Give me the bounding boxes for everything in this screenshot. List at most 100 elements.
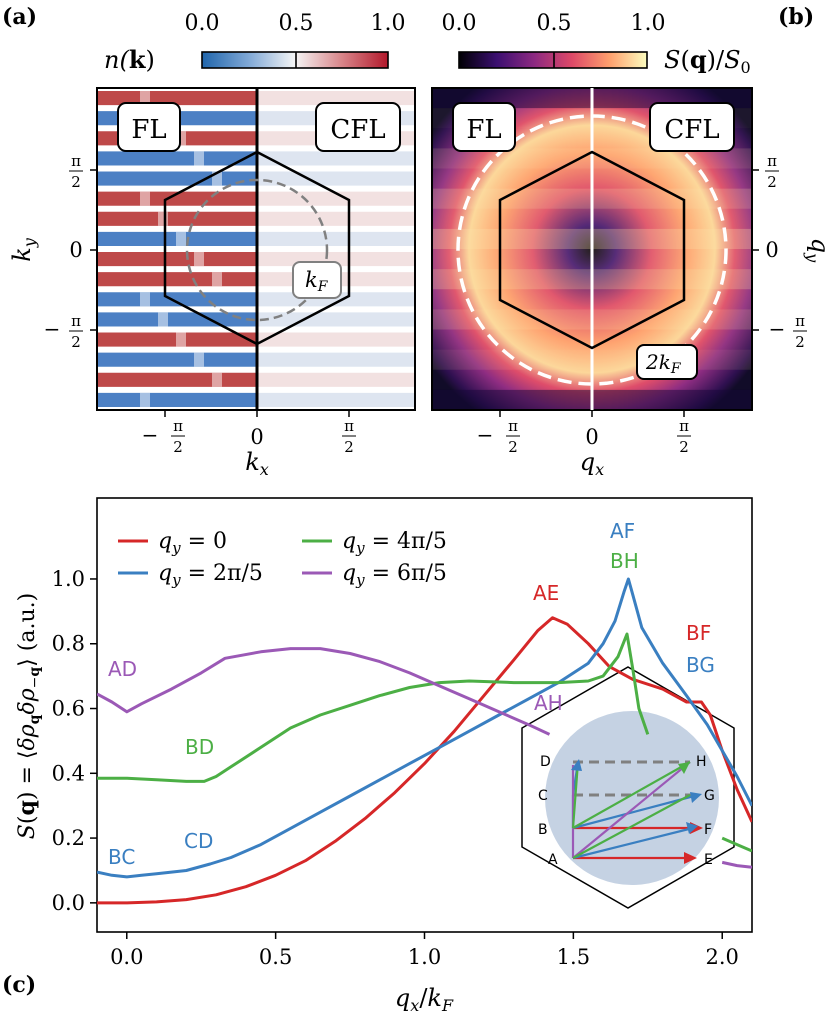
curve-annotations: AD BD BC CD AE AF BH BF BG AH — [108, 519, 715, 869]
cfl-occupation-stripe — [257, 332, 415, 347]
brillouin-zone-a — [163, 150, 351, 346]
fermi-label: kF — [292, 261, 342, 299]
occupation-stripe — [97, 151, 257, 166]
svg-text:π: π — [679, 417, 689, 435]
inset-arrowheads — [571, 759, 703, 864]
occupation-gap — [140, 392, 150, 407]
a-ytick-2-frac: π2 — [69, 312, 83, 351]
series-line-0 — [97, 616, 752, 905]
annotation-bd: BD — [185, 735, 214, 759]
b-ytick-1: 0 — [765, 238, 778, 262]
series-line-5 — [721, 860, 752, 869]
svg-text:B: B — [538, 822, 548, 838]
svg-text:2: 2 — [71, 333, 81, 351]
occupation-stripe — [97, 292, 257, 307]
svg-text:π: π — [344, 417, 354, 435]
cfl-occupation-stripe — [257, 171, 415, 186]
y-tick-label: 0.4 — [52, 761, 85, 785]
svg-text:C: C — [538, 788, 548, 804]
b-xtick-0-frac: π2 — [506, 417, 520, 456]
svg-text:π: π — [767, 152, 777, 170]
y-tick-label: 0.0 — [52, 891, 85, 915]
b-ytick-neg: − — [769, 317, 786, 341]
b-ytick-2-frac: π2 — [793, 312, 807, 351]
svg-text:D: D — [540, 754, 551, 770]
colorbar-a-tick-0: 0.0 — [185, 11, 220, 36]
colorbar-b: 0.0 0.5 1.0 S(q)/S0 — [442, 11, 751, 77]
legend-entry-3: qy = 6π/5 — [342, 561, 447, 589]
colorbar-a: 0.0 0.5 1.0 n(k) — [104, 11, 406, 74]
x-tick-label: 0.0 — [110, 945, 143, 969]
tag-fl-a: FL — [117, 102, 181, 152]
svg-text:2: 2 — [508, 438, 518, 456]
occupation-gap — [158, 211, 168, 226]
annotation-af: AF — [610, 519, 635, 543]
annotation-bc: BC — [108, 845, 135, 869]
occupation-stripe — [97, 171, 257, 186]
two-kf-circle — [456, 114, 728, 386]
fl-occupation-stripes — [97, 91, 257, 407]
panel-label-a: (a) — [2, 4, 37, 30]
occupation-stripe — [97, 191, 257, 206]
cfl-occupation-stripe — [257, 372, 415, 387]
svg-text:CFL: CFL — [330, 115, 385, 145]
svg-text:π: π — [508, 417, 518, 435]
x-tick-label: 1.0 — [408, 945, 441, 969]
svg-text:2: 2 — [679, 438, 689, 456]
colorbar-b-tick-0: 0.0 — [442, 11, 477, 36]
inset-vectors — [571, 761, 699, 860]
occupation-stripe — [97, 211, 257, 226]
colorbar-a-gradient — [201, 51, 389, 69]
svg-text:kF: kF — [305, 268, 329, 295]
svg-text:2: 2 — [795, 333, 805, 351]
series-line-2 — [97, 632, 650, 783]
occupation-stripe — [97, 352, 257, 367]
cfl-occupation-stripe — [257, 151, 415, 166]
occupation-stripe — [97, 252, 257, 267]
svg-text:FL: FL — [466, 115, 501, 145]
cfl-occupation-stripe — [257, 392, 415, 407]
svg-text:π: π — [71, 152, 81, 170]
cfl-occupation-stripe — [257, 211, 415, 226]
annotation-ad: AD — [108, 657, 137, 681]
cfl-occupation-stripe — [257, 231, 415, 246]
svg-text:FL: FL — [131, 115, 166, 145]
a-xtick-2-frac: π2 — [342, 417, 356, 456]
a-ylabel: ky — [8, 237, 39, 262]
annotation-bh: BH — [610, 549, 639, 573]
a-ytick-0-frac: π2 — [69, 152, 83, 191]
tag-cfl-a: CFL — [315, 102, 401, 152]
panel-a-ticks — [90, 169, 350, 417]
c-ylabel: S(q) = ⟨δρqδρ−q⟩ (a.u.) — [14, 593, 43, 839]
a-xlabel: kx — [245, 448, 269, 479]
legend-entry-0: qy = 0 — [158, 529, 227, 557]
occupation-stripe — [97, 91, 257, 106]
y-tick-label: 0.6 — [52, 697, 85, 721]
colorbar-b-tick-2: 1.0 — [631, 11, 666, 36]
svg-text:E: E — [704, 852, 713, 868]
annotation-cd: CD — [184, 829, 213, 853]
cfl-occupation-stripe — [257, 191, 415, 206]
y-tick-label: 0.8 — [52, 632, 85, 656]
x-tick-label: 2.0 — [706, 945, 739, 969]
svg-text:F: F — [704, 822, 712, 838]
svg-text:2: 2 — [344, 438, 354, 456]
panel-c-axes: 0.0 0.5 1.0 1.5 2.0 0.0 0.2 0.4 0.6 0.8 1.0 — [52, 567, 739, 969]
svg-text:CFL: CFL — [664, 115, 719, 145]
b-ytick-0-frac: π2 — [765, 152, 779, 191]
svg-text:A: A — [548, 852, 558, 868]
inset-fermi-disk — [545, 711, 719, 885]
annotation-bf: BF — [686, 621, 711, 645]
legend-entry-2: qy = 4π/5 — [342, 529, 447, 557]
structure-factor-curves — [97, 577, 752, 905]
svg-text:2kF: 2kF — [645, 350, 682, 377]
svg-text:H: H — [696, 754, 707, 770]
svg-text:2: 2 — [173, 438, 183, 456]
colorbar-a-tick-2: 1.0 — [371, 11, 406, 36]
tag-cfl-b: CFL — [649, 102, 735, 152]
occupation-gap — [140, 292, 150, 307]
svg-text:G: G — [704, 788, 715, 804]
cfl-occupation-stripe — [257, 312, 415, 327]
occupation-gap — [194, 151, 204, 166]
occupation-gap — [194, 352, 204, 367]
